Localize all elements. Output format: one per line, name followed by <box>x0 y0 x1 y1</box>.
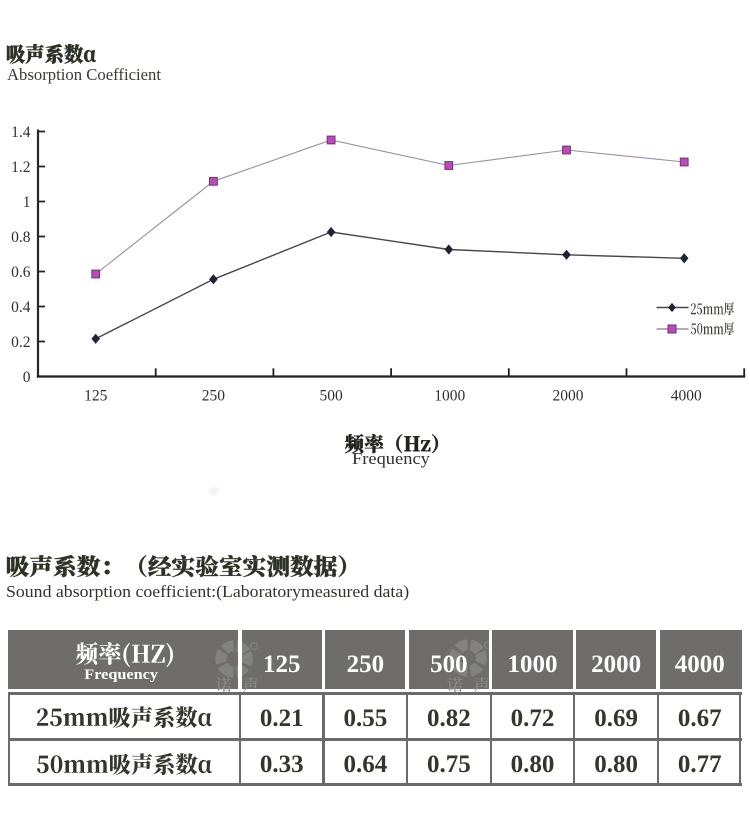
svg-text:0.4: 0.4 <box>11 299 31 316</box>
svg-text:1000: 1000 <box>434 388 465 405</box>
svg-text:125: 125 <box>84 388 108 405</box>
svg-text:4000: 4000 <box>671 388 702 405</box>
svg-text:2000: 2000 <box>553 388 584 405</box>
svg-text:0.6: 0.6 <box>11 264 31 281</box>
svg-text:0.2: 0.2 <box>11 334 30 351</box>
svg-text:0.8: 0.8 <box>11 229 31 246</box>
svg-text:0: 0 <box>23 369 31 386</box>
svg-text:1.2: 1.2 <box>11 159 30 176</box>
svg-text:500: 500 <box>319 388 343 405</box>
svg-text:1.4: 1.4 <box>11 124 31 141</box>
svg-text:250: 250 <box>202 388 226 405</box>
svg-text:1: 1 <box>23 194 31 211</box>
